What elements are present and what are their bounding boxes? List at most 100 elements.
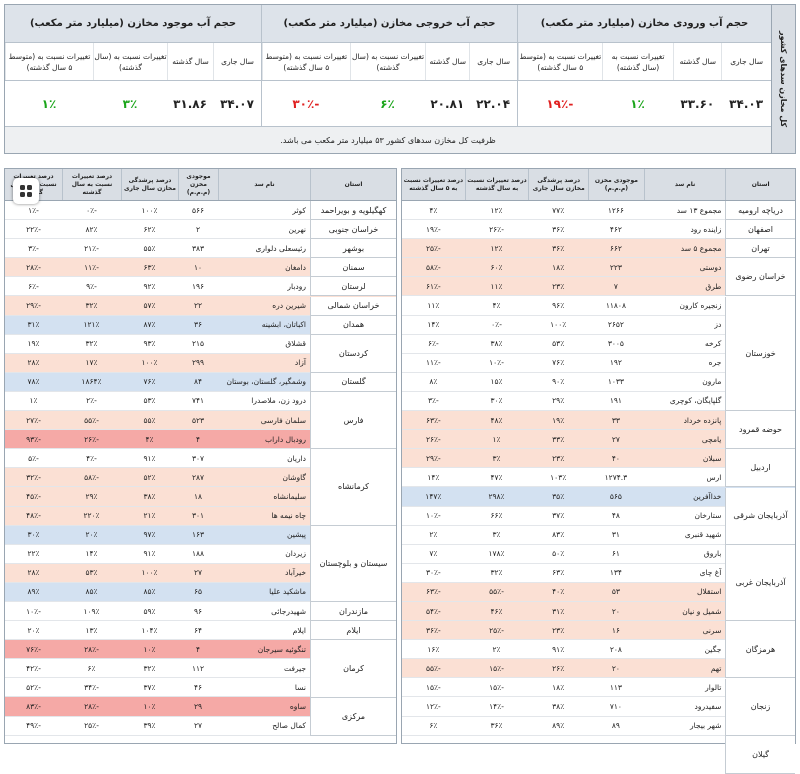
value-cell: ۲۹۸٪ xyxy=(488,491,505,501)
dam-name-cell: اکباتان، ابشینه xyxy=(261,320,306,330)
table-row: تنگوئیه سیرجان ۴ ۱۰٪ -۲۸٪ -۷۶٪ xyxy=(5,640,396,660)
subheader: سال جاری xyxy=(213,43,261,80)
table-row: طرق ۷ ۲۳٪ ۱۱٪ -۶۱٪ xyxy=(402,277,795,297)
province-cell: سمنان xyxy=(310,258,396,278)
storage-group: حجم آب موجود مخازن (میلیارد متر مکعب) سا… xyxy=(5,5,261,126)
dam-name-cell: کوثر xyxy=(292,205,306,215)
province-cell: ایلام xyxy=(310,621,396,641)
table-row: دوستی ۲۲۳ ۱۸٪ ۶۰٪ -۵۸٪ xyxy=(402,258,795,278)
value-cell: ۶۴ xyxy=(193,625,203,635)
table-row: دز ۲۶۵۲ ۱۰۰٪ -۰٪ ۱۴٪ xyxy=(402,316,795,335)
value-cell: ۱۵٪ xyxy=(490,377,503,387)
province-cell: بوشهر xyxy=(310,239,396,259)
dam-name-cell: گاوشان xyxy=(282,472,306,482)
subheader: تغییرات نسبت به (سال گذشته) xyxy=(349,43,426,80)
summary-main: حجم آب ورودی مخازن (میلیارد متر مکعب) سا… xyxy=(5,5,771,126)
value-cell: ۶٪ xyxy=(380,96,395,111)
province-cell: تهران xyxy=(725,239,795,259)
table-row: شهر بیجار ۸۹ ۸۹٪ ۳۶٪ ۶٪ xyxy=(402,717,795,736)
value-cell: -۱۱٪ xyxy=(425,358,441,368)
dam-name-cell: یامچی xyxy=(701,434,722,444)
value-cell: ۴٪ xyxy=(145,434,154,444)
value-cell: -۵٪ xyxy=(28,453,39,463)
dam-name-cell: داریان xyxy=(287,453,306,463)
inflow-title: حجم آب ورودی مخازن (میلیارد متر مکعب) xyxy=(518,5,771,43)
value-cell: ۵۹٪ xyxy=(143,606,156,616)
value-cell: ۱۰۴٪ xyxy=(141,625,158,635)
value-cell: -۳۲٪ xyxy=(26,472,41,482)
value-cell: -۱۰٪ xyxy=(489,358,504,368)
value-cell: ۴۷٪ xyxy=(490,472,503,482)
value-cell: ۴۸٪ xyxy=(490,415,503,425)
province-cell: آذربایجان شرقی xyxy=(725,487,795,545)
value-cell: ۵۲۳ xyxy=(191,415,205,425)
value-cell: ۲۷ xyxy=(611,434,620,444)
table-row: آغ چای ۱۳۴ ۶۳٪ ۳۲٪ -۳۰٪ xyxy=(402,564,795,583)
value-cell: -۶۳٪ xyxy=(425,415,441,425)
side-title-text: کل مخازن سدهای کشور xyxy=(779,30,788,128)
value-cell: ۸٪ xyxy=(429,377,438,387)
value-cell: -۱٪ xyxy=(28,205,39,215)
dam-name-cell: شهید قنبری xyxy=(684,530,722,540)
province-cell: کرمانشاه xyxy=(310,449,396,526)
dam-name-cell: تالوار xyxy=(705,682,722,692)
storage-title: حجم آب موجود مخازن (میلیارد متر مکعب) xyxy=(5,5,261,43)
value-cell: ۱۴٪ xyxy=(427,472,440,482)
value-cell: ۵۳٪ xyxy=(85,568,98,578)
dam-name-cell: گلپایگان، کوچری xyxy=(669,396,722,406)
value-cell: -۲۲٪ xyxy=(26,224,41,234)
value-cell: ۲۲۳ xyxy=(609,262,622,272)
value-cell: ۱۲٪ xyxy=(490,243,503,253)
value-cell: ۸۳٪ xyxy=(552,530,565,540)
dam-name-cell: آزاد xyxy=(294,358,306,368)
dam-name-cell: سلیمانشاه xyxy=(273,491,306,501)
value-cell: -۳٪ xyxy=(427,396,439,406)
value-cell: ۳۸۳ xyxy=(191,243,205,253)
dam-name-cell: خیرآباد xyxy=(285,568,306,578)
dam-name-cell: تنگوئیه سیرجان xyxy=(257,644,306,654)
province-cell: کرمان xyxy=(310,640,396,698)
dam-name-cell: شهیدرجائی xyxy=(271,606,306,616)
dam-name-cell: سبلان xyxy=(702,453,722,463)
col-change-last: درصد تغییرات نسبت به سال گذشته xyxy=(464,169,529,200)
table-row: کوثر ۵۶۶ ۱۰۰٪ -۰٪ -۱٪ xyxy=(5,201,396,221)
value-cell: -۲۶٪ xyxy=(489,224,504,234)
value-cell: ۴۸ xyxy=(611,511,620,521)
table-row: زنجیره کارون ۱۱۸۰۸ ۹۶٪ ۴٪ ۱۱٪ xyxy=(402,296,795,316)
value-cell: ۸۹٪ xyxy=(552,721,565,731)
value-cell: ۲۳٪ xyxy=(552,625,565,635)
table-row: چاه نیمه ها ۳۰۱ ۲۱٪ ۲۲۰٪ -۴۸٪ xyxy=(5,506,396,526)
value-cell: ۴۶٪ xyxy=(490,606,503,616)
value-cell: -۴٪ xyxy=(86,453,97,463)
value-cell: ۱۰۰٪ xyxy=(141,358,158,368)
table-row: سلیمانشاه ۱۸ ۳۸٪ ۲۹٪ -۴۵٪ xyxy=(5,487,396,507)
value-cell: ۴۰ xyxy=(611,453,620,463)
dam-name-cell: شمیل و نیان xyxy=(682,606,722,616)
value-cell: ۵۲٪ xyxy=(143,472,156,482)
value-cell: -۱۵٪ xyxy=(489,682,504,692)
value-cell: ۱٪ xyxy=(630,96,645,111)
value-cell: -۲۸٪ xyxy=(84,644,99,654)
value-cell: -۱۱٪ xyxy=(84,262,99,272)
table-row: قشلاق ۲۱۵ ۹۳٪ ۳۲٪ ۱۹٪ xyxy=(5,335,396,354)
table-row: ماشکید علیا ۶۵ ۸۵٪ ۸۵٪ ۸۹٪ xyxy=(5,582,396,602)
grid-icon[interactable] xyxy=(13,178,39,204)
value-cell: ۲۳٪ xyxy=(552,453,565,463)
value-cell: ۱٪ xyxy=(29,396,38,406)
value-cell: ۵۳ xyxy=(611,587,620,597)
value-cell: ۳٪ xyxy=(492,453,501,463)
value-cell: ۳۷٪ xyxy=(143,682,156,692)
value-cell: ۸۵٪ xyxy=(85,587,98,597)
dam-name-cell: چاه نیمه ها xyxy=(271,511,306,521)
value-cell: ۲۲.۰۴ xyxy=(476,96,511,111)
value-cell: -۵۵٪ xyxy=(425,663,441,673)
col-fill: درصد پرشدگی مخازن سال جاری xyxy=(121,169,178,200)
province-cell: گلستان xyxy=(310,372,396,392)
table-row: جیرفت ۱۱۲ ۳۲٪ ۶٪ -۴۲٪ xyxy=(5,659,396,679)
value-cell: ۱۰۳۳ xyxy=(607,377,624,387)
table-row: پانزده خرداد ۳۳ ۱۹٪ ۴۸٪ -۶۳٪ xyxy=(402,411,795,431)
value-cell: -۱۹٪ xyxy=(425,224,441,234)
dam-name-cell: جیرفت xyxy=(284,663,306,673)
value-cell: ۵۰٪ xyxy=(552,549,565,559)
table-row: شمیل و نیان ۲۰ ۳۱٪ ۴۶٪ -۵۴٪ xyxy=(402,601,795,622)
